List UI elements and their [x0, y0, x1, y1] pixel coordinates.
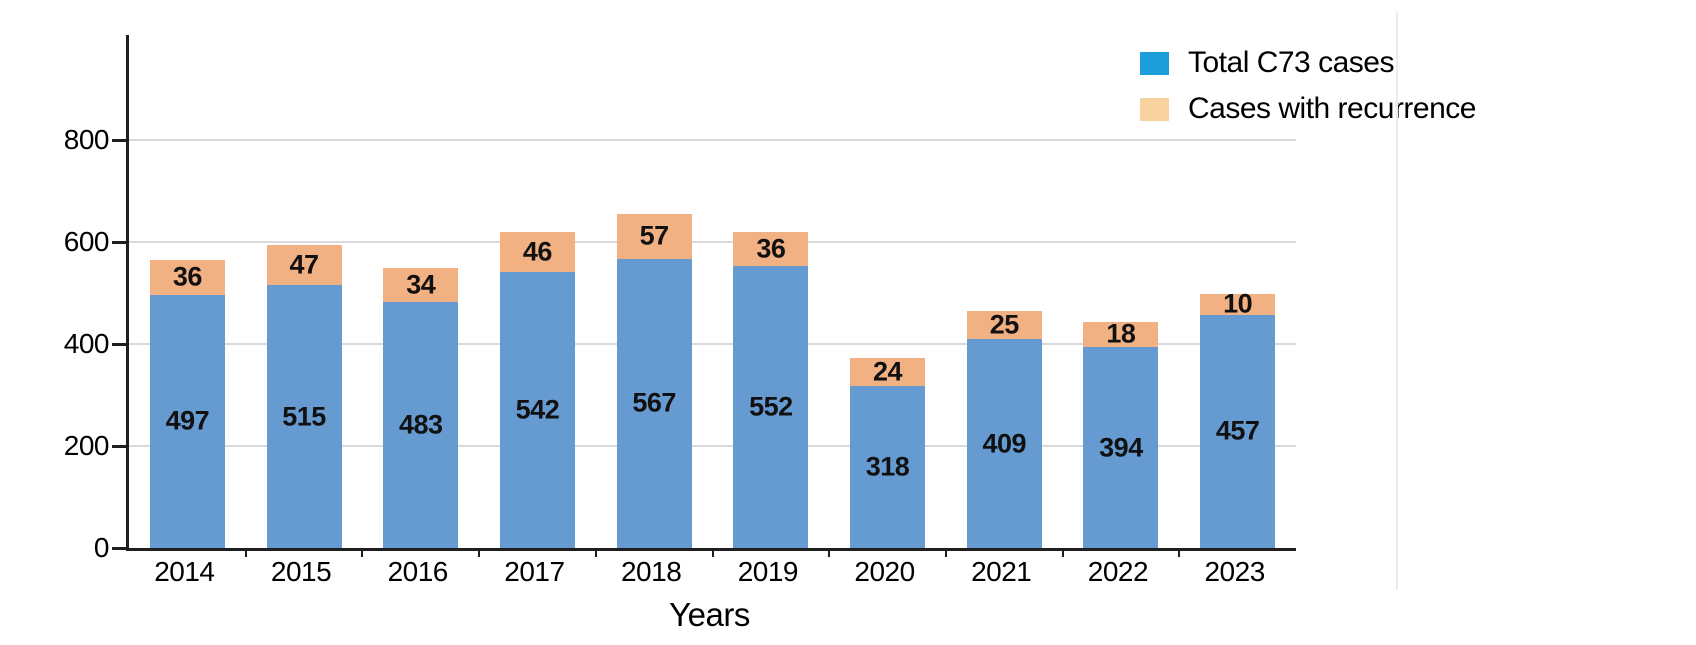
- bar-total-2016: 483: [383, 301, 459, 548]
- x-tick-label-2014: 2014: [154, 556, 215, 587]
- bar-total-value-2021: 409: [982, 428, 1027, 459]
- bar-total-2022: 394: [1083, 347, 1159, 548]
- bar-total-value-2016: 483: [398, 409, 443, 440]
- legend-swatch-recurrence-icon: [1140, 97, 1169, 121]
- bar-recurrence-value-2015: 47: [289, 249, 320, 280]
- y-tick-label-600: 600: [63, 226, 110, 257]
- gridline-y-200: [129, 445, 1296, 447]
- x-axis-title: Years: [669, 596, 750, 633]
- chart-legend: Total C73 cases Cases with recurrence: [1140, 40, 1476, 132]
- bar-recurrence-2017: 46: [499, 232, 575, 272]
- bar-total-value-2019: 552: [749, 391, 793, 422]
- x-axis-tick-3: [478, 548, 481, 557]
- bar-total-2019: 552: [733, 266, 809, 548]
- bar-recurrence-value-2021: 25: [989, 309, 1020, 340]
- legend-label-total: Total C73 cases: [1188, 46, 1394, 79]
- bar-recurrence-2019: 36: [733, 232, 809, 267]
- bar-recurrence-2020: 24: [850, 356, 926, 387]
- x-tick-label-2020: 2020: [854, 556, 915, 587]
- x-axis-tick-6: [828, 548, 831, 557]
- bar-total-2021: 409: [966, 339, 1042, 548]
- y-tick-label-200: 200: [63, 430, 110, 461]
- y-tick-label-800: 800: [63, 124, 110, 155]
- legend-item-total: Total C73 cases: [1140, 40, 1476, 86]
- bar-total-value-2017: 542: [515, 394, 560, 425]
- bar-recurrence-2014: 36: [149, 260, 225, 295]
- x-axis-tick-1: [244, 548, 247, 557]
- bar-total-2020: 318: [850, 385, 926, 548]
- x-tick-label-2018: 2018: [620, 556, 682, 587]
- bar-recurrence-value-2017: 46: [522, 236, 553, 267]
- gridline-y-400: [129, 343, 1296, 345]
- x-tick-label-2023: 2023: [1204, 556, 1265, 587]
- bar-recurrence-2021: 25: [966, 309, 1042, 340]
- bar-recurrence-value-2016: 34: [406, 269, 436, 300]
- bar-recurrence-value-2014: 36: [172, 261, 203, 292]
- legend-item-recurrence: Cases with recurrence: [1140, 86, 1476, 132]
- bar-recurrence-value-2019: 36: [756, 233, 786, 264]
- x-tick-label-2019: 2019: [737, 556, 799, 587]
- bar-total-value-2020: 318: [865, 451, 910, 482]
- x-axis-tick-9: [1178, 548, 1181, 557]
- bar-total-value-2022: 394: [1099, 432, 1143, 463]
- y-axis-tick-800: [112, 138, 126, 142]
- x-axis-tick-4: [594, 548, 597, 557]
- bar-total-value-2018: 567: [632, 387, 676, 418]
- x-tick-label-2016: 2016: [387, 556, 449, 587]
- x-axis-tick-labels: 2014 2015 2016 2017 2018 2019 2020 2021 2022 2023: [126, 555, 1293, 589]
- x-tick-label-2022: 2022: [1087, 556, 1149, 587]
- bar-recurrence-value-2018: 57: [639, 220, 670, 251]
- plot-area: 497 36 515 47 483 34 542 46 567 57 552 36 318 24 409 25…: [112, 35, 1296, 557]
- gridline-y-800: [129, 139, 1296, 141]
- bar-total-2023: 457: [1200, 314, 1276, 548]
- bar-recurrence-value-2020: 24: [873, 356, 903, 387]
- bar-recurrence-value-2023: 10: [1223, 288, 1253, 319]
- bar-total-value-2023: 457: [1215, 415, 1260, 446]
- bar-total-2014: 497: [149, 294, 225, 548]
- gridline-y-600: [129, 241, 1296, 243]
- legend-swatch-total-icon: [1140, 51, 1169, 75]
- y-tick-label-0: 0: [93, 532, 110, 563]
- bar-recurrence-2016: 34: [383, 268, 459, 302]
- x-tick-label-2017: 2017: [504, 556, 565, 587]
- x-axis-tick-8: [1061, 548, 1064, 557]
- y-axis-tick-200: [112, 444, 126, 448]
- y-axis-tick-400: [112, 342, 126, 346]
- x-axis-tick-5: [711, 548, 714, 557]
- bar-total-2018: 567: [616, 258, 692, 548]
- legend-label-recurrence: Cases with recurrence: [1188, 92, 1476, 125]
- bar-recurrence-2015: 47: [266, 245, 342, 286]
- bar-recurrence-2023: 10: [1200, 288, 1276, 319]
- panel-divider-line: [1396, 12, 1398, 590]
- bar-total-2017: 542: [499, 271, 575, 548]
- bar-recurrence-value-2022: 18: [1106, 318, 1136, 349]
- bar-total-value-2015: 515: [282, 401, 326, 432]
- bar-total-2015: 515: [266, 285, 342, 548]
- x-axis-tick-7: [944, 548, 947, 557]
- y-tick-label-400: 400: [63, 328, 110, 359]
- bar-recurrence-2018: 57: [616, 213, 692, 259]
- y-axis-tick-0: [112, 546, 126, 550]
- x-tick-label-2015: 2015: [270, 556, 332, 587]
- bar-recurrence-2022: 18: [1083, 318, 1159, 349]
- y-axis-tick-labels: 0 200 400 600 800: [0, 35, 110, 563]
- bar-total-value-2014: 497: [165, 405, 210, 436]
- x-tick-label-2021: 2021: [971, 556, 1032, 587]
- y-axis-tick-600: [112, 240, 126, 244]
- x-axis-tick-2: [361, 548, 364, 557]
